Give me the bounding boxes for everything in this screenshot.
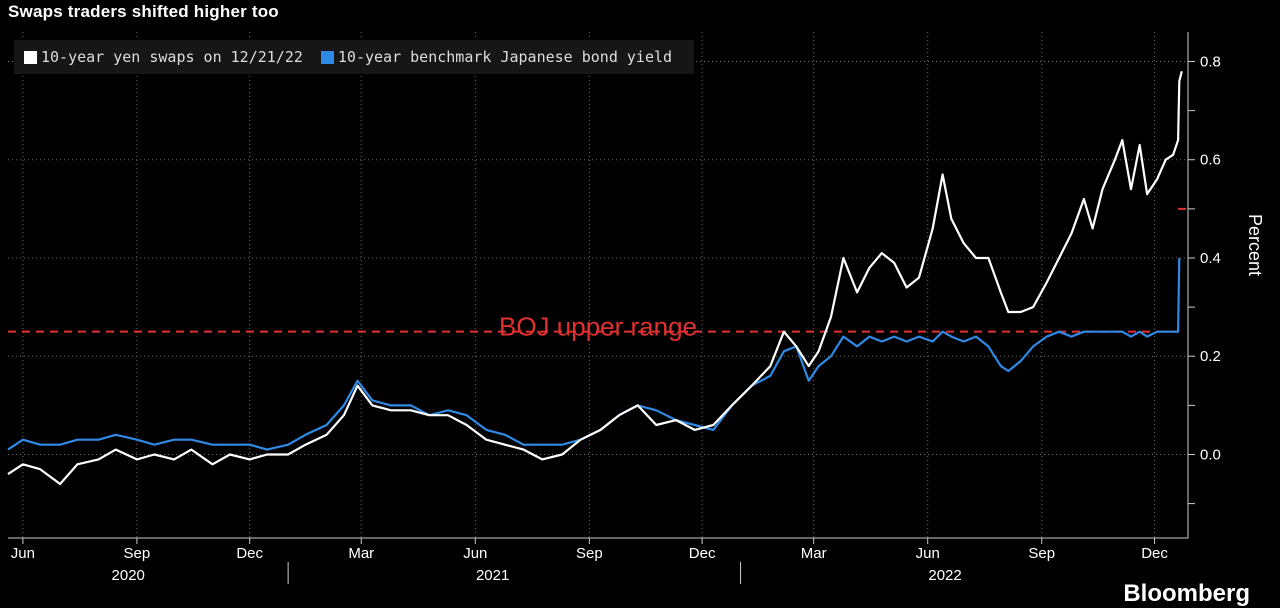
year-label: 2022 — [928, 567, 961, 584]
y-tick-label: 0.6 — [1200, 152, 1221, 169]
legend-label-swaps: 10-year yen swaps on 12/21/22 — [41, 48, 303, 66]
series-line-jgb — [7, 257, 1181, 451]
boj-upper-range-label: BOJ upper range — [499, 312, 697, 342]
series-line-swaps — [7, 71, 1183, 486]
legend-item-swaps: 10-year yen swaps on 12/21/22 — [24, 48, 303, 66]
x-tick-label: Mar — [801, 545, 827, 562]
legend-label-jgb: 10-year benchmark Japanese bond yield — [337, 48, 673, 66]
y-tick-label: 0.0 — [1200, 446, 1221, 463]
x-tick-label: Dec — [1141, 545, 1168, 562]
x-tick-label: Jun — [11, 545, 35, 562]
x-tick-label: Jun — [916, 545, 940, 562]
x-tick-label: Sep — [1028, 545, 1055, 562]
x-tick-label: Dec — [236, 545, 263, 562]
x-tick-label: Mar — [348, 545, 374, 562]
y-tick-label: 0.8 — [1200, 53, 1221, 70]
x-tick-label: Dec — [689, 545, 716, 562]
x-tick-label: Sep — [576, 545, 603, 562]
legend-swatch-swaps — [24, 50, 37, 64]
y-axis-label: Percent — [1245, 214, 1265, 276]
legend-item-jgb: 10-year benchmark Japanese bond yield — [320, 48, 673, 66]
y-tick-label: 0.4 — [1200, 250, 1221, 267]
year-label: 2020 — [112, 567, 145, 584]
chart-title: Swaps traders shifted higher too — [8, 2, 279, 21]
x-tick-label: Jun — [463, 545, 487, 562]
legend-swatch-jgb — [320, 50, 334, 64]
legend: 10-year yen swaps on 12/21/22 10-year be… — [14, 40, 695, 74]
year-label: 2021 — [476, 567, 509, 584]
y-tick-label: 0.2 — [1200, 348, 1221, 365]
x-tick-label: Sep — [124, 545, 151, 562]
bloomberg-logo: Bloomberg — [1123, 580, 1250, 607]
